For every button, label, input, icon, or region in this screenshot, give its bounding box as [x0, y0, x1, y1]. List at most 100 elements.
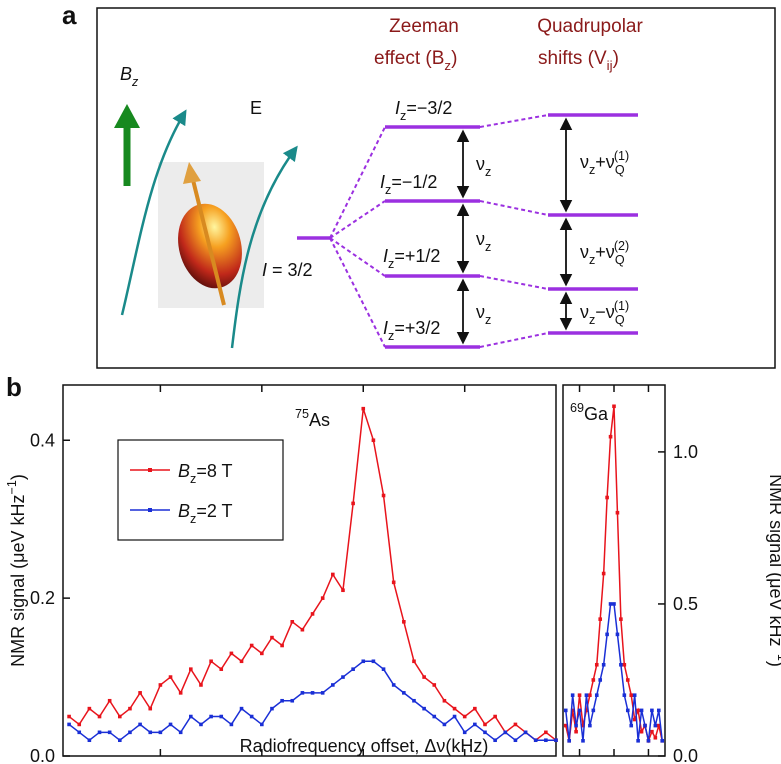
data-point	[77, 722, 82, 727]
data-point	[118, 714, 122, 719]
data-point	[371, 659, 376, 664]
data-point	[168, 722, 173, 727]
legend-entry: Bz=2 T	[178, 501, 233, 526]
data-point	[87, 706, 92, 711]
data-point	[209, 659, 213, 664]
data-point	[118, 738, 122, 743]
data-point	[646, 738, 651, 743]
text-part: =+3/2	[394, 318, 440, 338]
data-point	[432, 683, 437, 687]
y-tick-label: 1.0	[673, 442, 698, 462]
data-point	[87, 738, 92, 743]
data-point	[563, 723, 568, 728]
data-point	[107, 730, 112, 735]
field-line	[230, 145, 298, 349]
legend-entry: Bz=8 T	[178, 461, 233, 486]
text-part: I	[383, 318, 388, 338]
text-part: =+1/2	[394, 246, 440, 266]
text-part: +ν	[595, 152, 615, 172]
field-line	[120, 109, 187, 316]
data-point	[452, 706, 457, 711]
text-part: Ga	[584, 404, 609, 424]
data-point	[331, 683, 335, 687]
gap-label: νz+νQ(2)	[580, 239, 629, 267]
spin-arrow-head	[183, 162, 201, 184]
data-point	[601, 662, 606, 667]
data-point	[158, 683, 163, 687]
data-point	[612, 602, 616, 606]
data-point	[567, 738, 572, 743]
y-tick-label: 0.4	[30, 430, 55, 450]
text-part: I	[383, 246, 388, 266]
data-point	[601, 571, 606, 576]
text-part: )	[451, 48, 457, 69]
data-point	[483, 730, 487, 735]
data-point	[653, 723, 658, 728]
subscript: z	[190, 512, 196, 526]
data-point	[577, 693, 582, 697]
text-part: −ν	[595, 302, 615, 322]
text-part: =8 T	[196, 461, 232, 481]
x-axis-label: Radiofrequency offset, Δν(kHz)	[240, 736, 489, 756]
data-point	[270, 635, 274, 640]
superscript: 75	[295, 407, 309, 421]
annotation: 69Ga	[570, 401, 609, 424]
data-point	[442, 698, 447, 703]
data-point	[629, 693, 634, 697]
data-point	[584, 708, 589, 713]
subscript: z	[485, 313, 491, 327]
data-point	[219, 667, 224, 671]
data-point	[361, 659, 366, 664]
text-part: )	[8, 474, 28, 480]
data-point	[422, 706, 426, 711]
y-axis-label: NMR signal (μeV kHz−1)	[5, 474, 28, 667]
data-point	[493, 714, 497, 719]
data-point	[615, 510, 620, 515]
data-point	[341, 588, 345, 593]
data-point	[97, 714, 102, 719]
text-part: ν	[580, 302, 589, 322]
series-line	[68, 660, 556, 742]
data-point	[570, 693, 575, 697]
energy-levels	[385, 113, 638, 349]
data-point	[310, 612, 315, 616]
text-part: =−1/2	[391, 172, 437, 192]
spin-label: I = 3/2	[262, 260, 313, 280]
data-point	[97, 730, 102, 735]
data-point	[554, 738, 558, 743]
text-part: ν	[580, 152, 589, 172]
y-tick-label: 0.2	[30, 588, 55, 608]
subscript: Q	[615, 313, 625, 327]
text-part: ν	[476, 229, 485, 249]
data-point	[249, 643, 254, 648]
data-point	[581, 723, 585, 728]
text-part: NMR signal (μeV kHz	[8, 494, 28, 666]
data-point	[381, 493, 386, 498]
data-point	[588, 693, 592, 697]
data-point	[574, 729, 578, 734]
subscript: ij	[607, 58, 613, 73]
data-point	[300, 691, 305, 695]
panel-label: b	[6, 372, 22, 402]
data-point	[199, 722, 203, 727]
text-part: NMR signal (μeV kHz	[766, 474, 781, 646]
data-point	[625, 678, 630, 682]
data-point	[351, 667, 355, 671]
subscript: z	[385, 183, 391, 197]
gap-arrows	[456, 117, 573, 345]
subscript: Q	[615, 163, 625, 177]
data-point	[622, 662, 627, 667]
gap-label: νz	[476, 302, 491, 327]
data-point	[636, 738, 640, 743]
data-point	[619, 617, 623, 621]
header: effect (Bz)	[374, 48, 457, 73]
text-part: V	[594, 48, 607, 69]
text-part: I	[380, 172, 385, 192]
y-tick-label: 0.5	[673, 594, 698, 614]
data-point	[148, 730, 153, 735]
legend-swatch	[148, 508, 152, 512]
text-part: B	[178, 461, 190, 481]
data-point	[351, 501, 355, 506]
series-line	[565, 406, 663, 744]
level-label: Iz=+1/2	[383, 246, 440, 271]
